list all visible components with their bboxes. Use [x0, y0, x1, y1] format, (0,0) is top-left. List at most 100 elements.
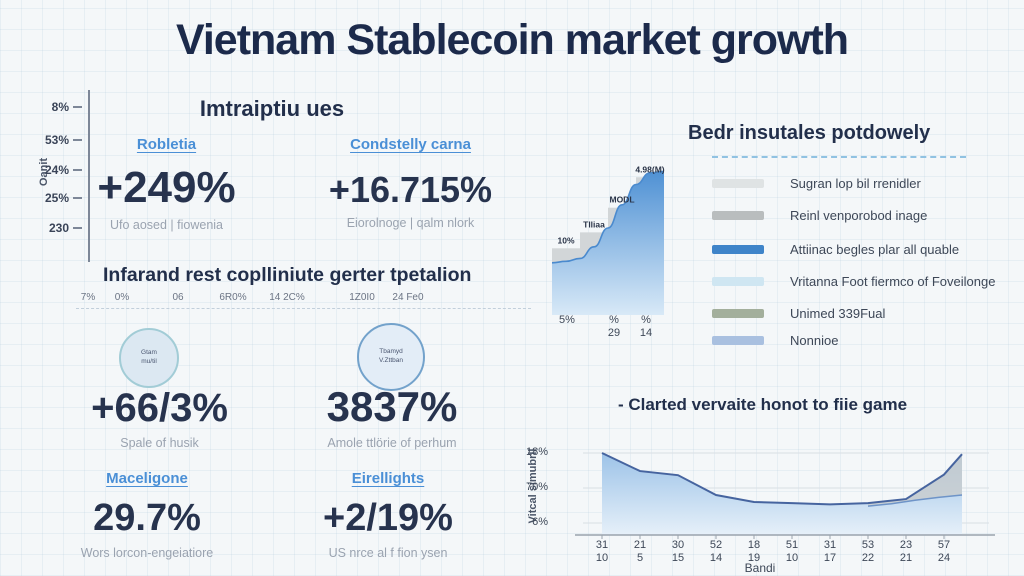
tick-label: 8%	[51, 100, 69, 114]
mini-axis-tick: 24%	[12, 163, 82, 177]
legend-label: Reinl venporobod inage	[790, 207, 928, 223]
confidence-band	[868, 454, 962, 507]
stat-value: +16.715%	[328, 169, 493, 210]
page-title: Vietnam Stablecoin market growth	[175, 16, 849, 64]
main-line	[601, 452, 963, 506]
growth-curve	[551, 170, 665, 264]
line-chart-x-tick: 23 21	[899, 539, 913, 564]
legend-label: Sugran lop bil rrenidler	[790, 175, 921, 191]
mid-axis-tick: 06	[172, 292, 184, 303]
legend-item: Reinl venporobod inage	[712, 207, 928, 223]
line-chart-x-tick: 31 10	[595, 539, 609, 564]
step-chart-x-tick: % 14	[639, 314, 653, 339]
legend-swatch	[712, 335, 764, 345]
line-chart-x-tick: 31 17	[823, 539, 837, 564]
legend-label: Attiinac begles plar all quable	[790, 241, 960, 257]
line-chart-x-tick: 53 22	[861, 539, 875, 564]
stat-value: +66/3%	[91, 386, 228, 430]
legend-swatch	[712, 308, 764, 318]
dashed-divider	[76, 308, 531, 309]
line-chart-x-tick: 57 24	[937, 539, 951, 564]
mid-axis-tick: 1Z0I0	[349, 292, 375, 303]
legend-item: Sugran lop bil rrenidler	[712, 175, 921, 191]
line-chart-x-axis-label: Bandi	[744, 561, 776, 575]
step-chart-x-tick: % 29	[607, 314, 621, 339]
stat-card: +66/3% Spale of husik	[72, 386, 247, 450]
stat-caption: Eiorolnoge | qalm nlork	[346, 215, 475, 230]
circle-badge: Tbamyd V.Zttban	[357, 323, 425, 391]
legend-swatch	[712, 210, 764, 220]
stat-card: 3837% Amole ttlörie of perhum	[302, 383, 482, 451]
stat-link[interactable]: Condstelly carna	[350, 136, 471, 153]
legend-swatch	[712, 178, 764, 188]
line-chart-y-tick: 70%	[525, 481, 548, 493]
stat-value: +2/19%	[323, 497, 453, 539]
mid-section-heading: Infarand rest coplliniute gerter tpetali…	[103, 264, 472, 286]
stat-caption: US nrce al f fion ysen	[328, 545, 448, 560]
legend-label: Unimed 339Fual	[790, 305, 886, 321]
mini-axis-tick: 53%	[12, 133, 82, 147]
legend-item: Unimed 339Fual	[712, 305, 886, 321]
step-label: 4.98(M)	[635, 164, 664, 174]
legend-item: Nonnioe	[712, 332, 839, 348]
step-chart-x-tick: 5%	[559, 314, 575, 326]
line-chart-x-tick: 51 10	[785, 539, 799, 564]
line-chart-x-tick: 18 19	[747, 539, 761, 564]
tick-label: 53%	[44, 133, 69, 147]
growth-area	[552, 171, 664, 315]
legend-divider	[712, 156, 966, 158]
mid-axis-tick: 7%	[80, 292, 96, 303]
stat-card: Maceligone 29.7% Wors lorcon-engeiatiore	[62, 470, 232, 560]
stat-caption: Spale of husik	[120, 436, 199, 450]
mid-axis-tick: 24 Fe0	[392, 292, 424, 303]
area-fill	[602, 453, 962, 535]
stat-value: 3837%	[326, 383, 458, 430]
line-chart-y-tick: 6%	[532, 516, 548, 528]
stat-caption: Wors lorcon-engeiatiore	[80, 545, 214, 560]
mini-axis-tick: 230	[12, 221, 82, 235]
growth-step-chart: 10% Tlliaa MODL 4.98(M)	[551, 164, 665, 315]
tick-dash	[73, 227, 82, 229]
tick-label: 230	[48, 221, 69, 235]
stat-caption: Ufo aosed | fiowenia	[109, 218, 224, 233]
stat-card: Robletia +249% Ufo aosed | fiowenia	[84, 136, 249, 232]
tick-dash	[73, 169, 82, 171]
stat-link[interactable]: Eirellights	[351, 470, 425, 487]
mid-axis-tick: 0%	[114, 292, 130, 303]
legend-swatch	[712, 244, 764, 254]
stat-value: 29.7%	[93, 497, 201, 539]
stat-link[interactable]: Maceligone	[106, 470, 188, 487]
secondary-line	[867, 494, 963, 507]
tick-label: 25%	[44, 191, 69, 205]
stat-caption: Amole ttlörie of perhum	[327, 436, 457, 451]
tick-dash	[73, 139, 82, 141]
step-label: MODL	[609, 195, 634, 205]
trend-line-chart	[575, 452, 995, 539]
stat-card: Eirellights +2/19% US nrce al f fion yse…	[298, 470, 478, 560]
mini-axis-tick: 8%	[12, 100, 82, 114]
step-label: Tlliaa	[583, 219, 605, 229]
mini-axis-line	[88, 90, 90, 262]
circle-badge: Gtam mu/til	[119, 328, 179, 388]
top-stats-heading: Imtraiptiu ues	[199, 96, 345, 121]
tick-dash	[73, 106, 82, 108]
tick-dash	[73, 197, 82, 199]
stat-card: Condstelly carna +16.715% Eiorolnoge | q…	[318, 136, 503, 230]
step-label: 10%	[557, 235, 574, 245]
line-chart-x-tick: 52 14	[709, 539, 723, 564]
legend-label: Nonnioe	[790, 332, 839, 348]
stat-value: +249%	[97, 163, 236, 212]
stat-link[interactable]: Robletia	[136, 136, 197, 153]
line-chart-title: - Clarted vervaite honot to fiie game	[617, 395, 908, 414]
legend-item: Attiinac begles plar all quable	[712, 241, 960, 257]
line-chart-x-tick: 30 15	[671, 539, 685, 564]
legend-item: Vritanna Foot fiermco of Foveilonge	[712, 273, 996, 289]
legend-swatch	[712, 276, 764, 286]
line-chart-y-tick: 18%	[525, 446, 548, 458]
legend-heading: Bedr insutales potdowely	[688, 122, 931, 144]
mid-axis-tick: 6R0%	[219, 292, 247, 303]
tick-label: 24%	[44, 163, 69, 177]
legend-label: Vritanna Foot fiermco of Foveilonge	[790, 273, 996, 289]
line-chart-x-tick: 21 5	[633, 539, 647, 564]
mid-axis-tick: 14 2C%	[269, 292, 305, 303]
